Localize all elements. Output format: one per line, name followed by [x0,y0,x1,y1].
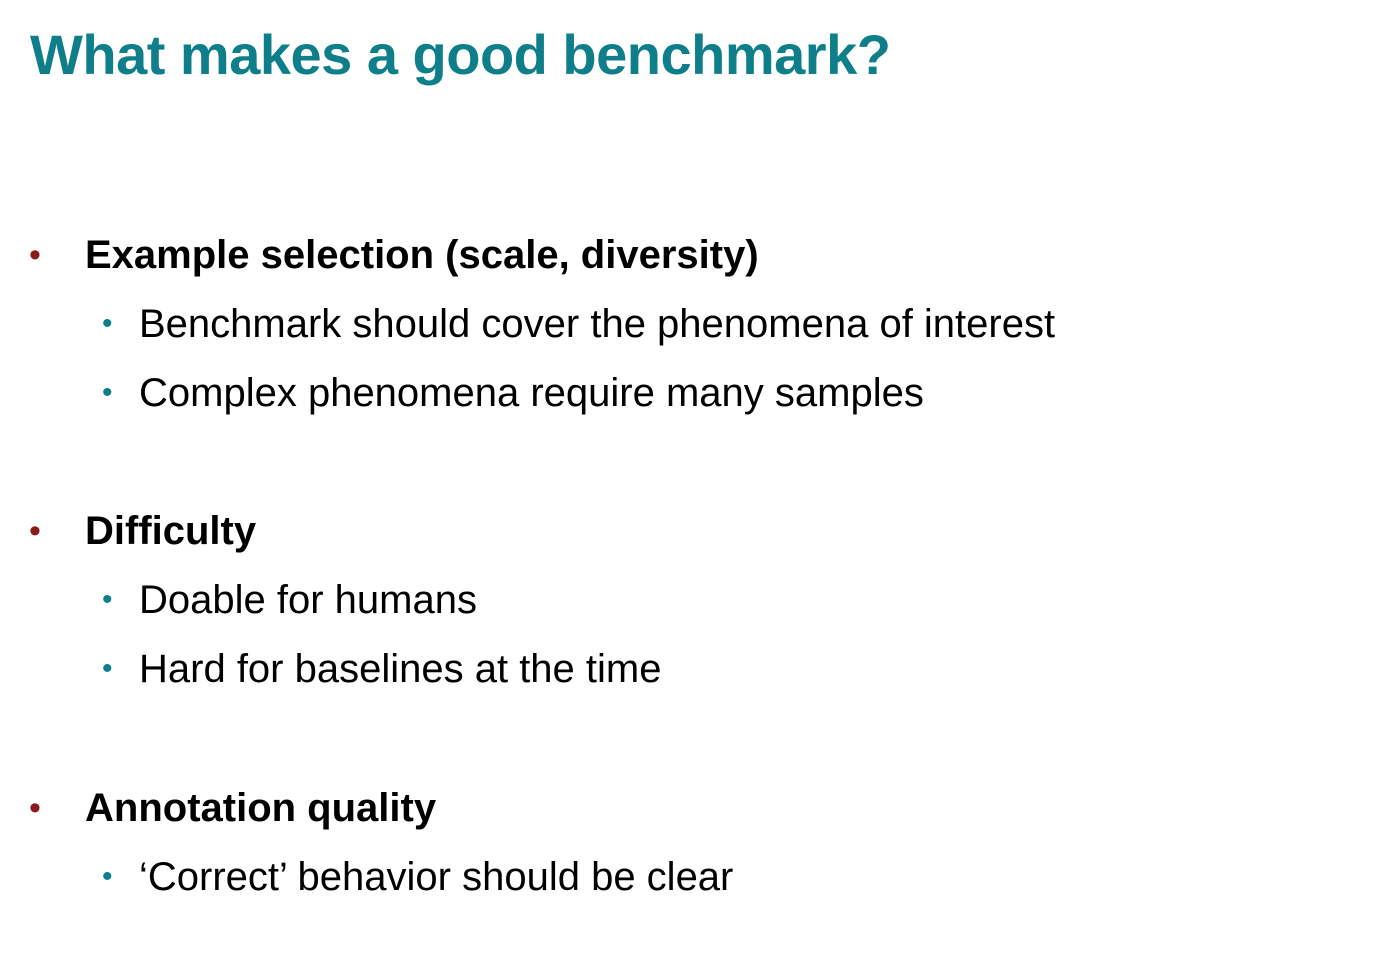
primary-bullet-icon: • [29,236,41,274]
primary-bullet-icon: • [29,512,41,550]
primary-bullet-icon: • [29,789,41,827]
sub-bullet-label: Benchmark should cover the phenomena of … [139,302,1056,346]
sub-bullet-item: • ‘Correct’ behavior should be clear [0,852,1385,902]
sub-bullet-label: ‘Correct’ behavior should be clear [139,855,734,899]
sub-bullet-icon: • [102,652,113,685]
sub-bullet-list: • Benchmark should cover the phenomena o… [0,299,1385,418]
sub-bullet-list: • Doable for humans • Hard for baselines… [0,575,1385,694]
primary-bullet-label: Difficulty [85,509,257,553]
sub-bullet-icon: • [102,376,113,409]
primary-bullet-label: Example selection (scale, diversity) [85,233,759,277]
sub-bullet-icon: • [102,307,113,340]
sub-bullet-label: Doable for humans [139,578,477,622]
bullet-section-difficulty: • Difficulty • Doable for humans • Hard … [0,506,1385,713]
bullet-section-annotation-quality: • Annotation quality • ‘Correct’ behavio… [0,783,1385,921]
slide-title: What makes a good benchmark? [30,23,891,86]
bullet-section-example-selection: • Example selection (scale, diversity) •… [0,230,1385,437]
sub-bullet-label: Complex phenomena require many samples [139,371,924,415]
sub-bullet-icon: • [102,583,113,616]
primary-bullet-item: • Example selection (scale, diversity) [0,230,1385,280]
primary-bullet-item: • Annotation quality [0,783,1385,833]
sub-bullet-label: Hard for baselines at the time [139,647,662,691]
sub-bullet-icon: • [102,860,113,893]
sub-bullet-list: • ‘Correct’ behavior should be clear [0,852,1385,902]
primary-bullet-label: Annotation quality [85,786,437,830]
sub-bullet-item: • Benchmark should cover the phenomena o… [0,299,1385,349]
sub-bullet-item: • Hard for baselines at the time [0,644,1385,694]
sub-bullet-item: • Doable for humans [0,575,1385,625]
sub-bullet-item: • Complex phenomena require many samples [0,368,1385,418]
primary-bullet-item: • Difficulty [0,506,1385,556]
